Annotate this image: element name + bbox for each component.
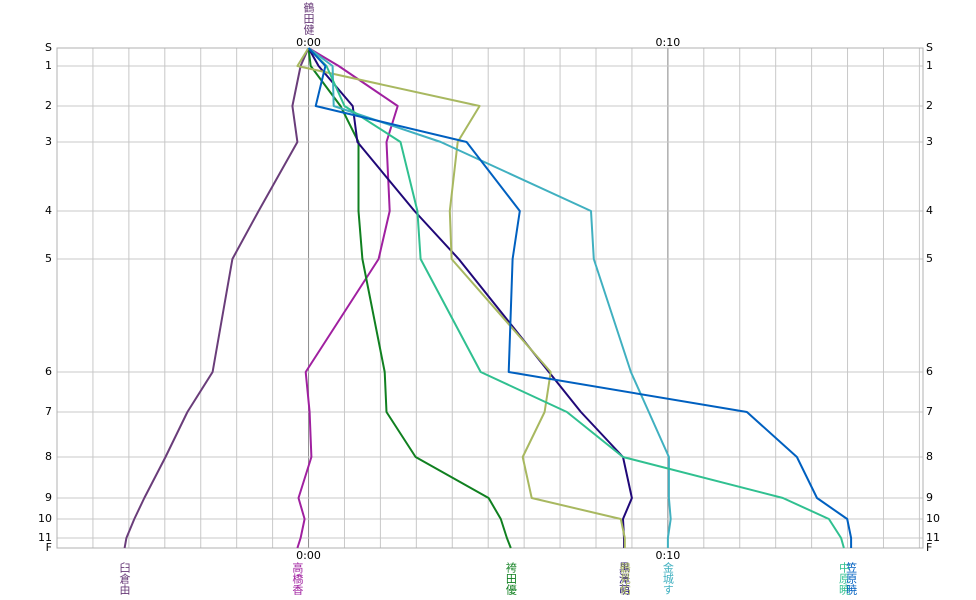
y-tick-label-left: 3 (45, 135, 52, 148)
y-tick-label-left: 9 (45, 491, 52, 504)
y-tick-label-right: 7 (926, 405, 933, 418)
series-label: 金城す (661, 561, 674, 595)
y-tick-label-left: 10 (38, 512, 52, 525)
leader-label: 鶴田健 (302, 1, 315, 35)
series-line (296, 47, 626, 548)
y-tick-label-right: 5 (926, 252, 933, 265)
series-label: 臼倉由 (118, 561, 131, 595)
y-tick-label-right: 11 (926, 531, 940, 544)
series-line (296, 47, 399, 549)
y-tick-label-right: 4 (926, 204, 933, 217)
y-tick-label-left: 11 (38, 531, 52, 544)
x-tick-label-bottom: 0:00 (296, 549, 321, 562)
y-tick-label-left: 5 (45, 252, 52, 265)
y-tick-label-left: 1 (45, 59, 52, 72)
y-tick-label-right: 10 (926, 512, 940, 525)
x-tick-label-top: 0:00 (296, 36, 321, 49)
series-label: 袴田優 (504, 561, 517, 596)
series-label: 笠原暁 (845, 561, 858, 595)
y-tick-label-right: 3 (926, 135, 933, 148)
series-label: 黒澤萌 (618, 562, 631, 596)
series-line (307, 47, 845, 549)
x-tick-label-bottom: 0:10 (656, 549, 681, 562)
plot-frame (56, 47, 924, 549)
y-tick-label-left: 4 (45, 204, 52, 217)
series-label: 中原暁 (837, 562, 850, 595)
series-line (307, 47, 672, 548)
y-tick-label-right: 2 (926, 99, 933, 112)
y-tick-label-right: 1 (926, 59, 933, 72)
x-tick-label-top: 0:10 (656, 36, 681, 49)
y-tick-label-right: F (926, 541, 932, 554)
series-line (307, 47, 853, 548)
series-label: 高橋香 (291, 561, 304, 596)
series-label: 鶴見佑 (618, 561, 631, 595)
y-tick-label-left: 8 (45, 450, 52, 463)
y-tick-label-right: 9 (926, 491, 933, 504)
y-tick-label-left: 6 (45, 365, 52, 378)
y-tick-label-right: 8 (926, 450, 933, 463)
y-tick-label-right: 6 (926, 365, 933, 378)
series-line (307, 47, 633, 548)
series-line (307, 47, 512, 549)
y-tick-label-left: S (45, 41, 52, 54)
series-line (123, 47, 310, 549)
y-tick-label-left: 2 (45, 99, 52, 112)
y-tick-label-right: S (926, 41, 933, 54)
y-tick-label-left: F (46, 541, 52, 554)
y-tick-label-left: 7 (45, 405, 52, 418)
